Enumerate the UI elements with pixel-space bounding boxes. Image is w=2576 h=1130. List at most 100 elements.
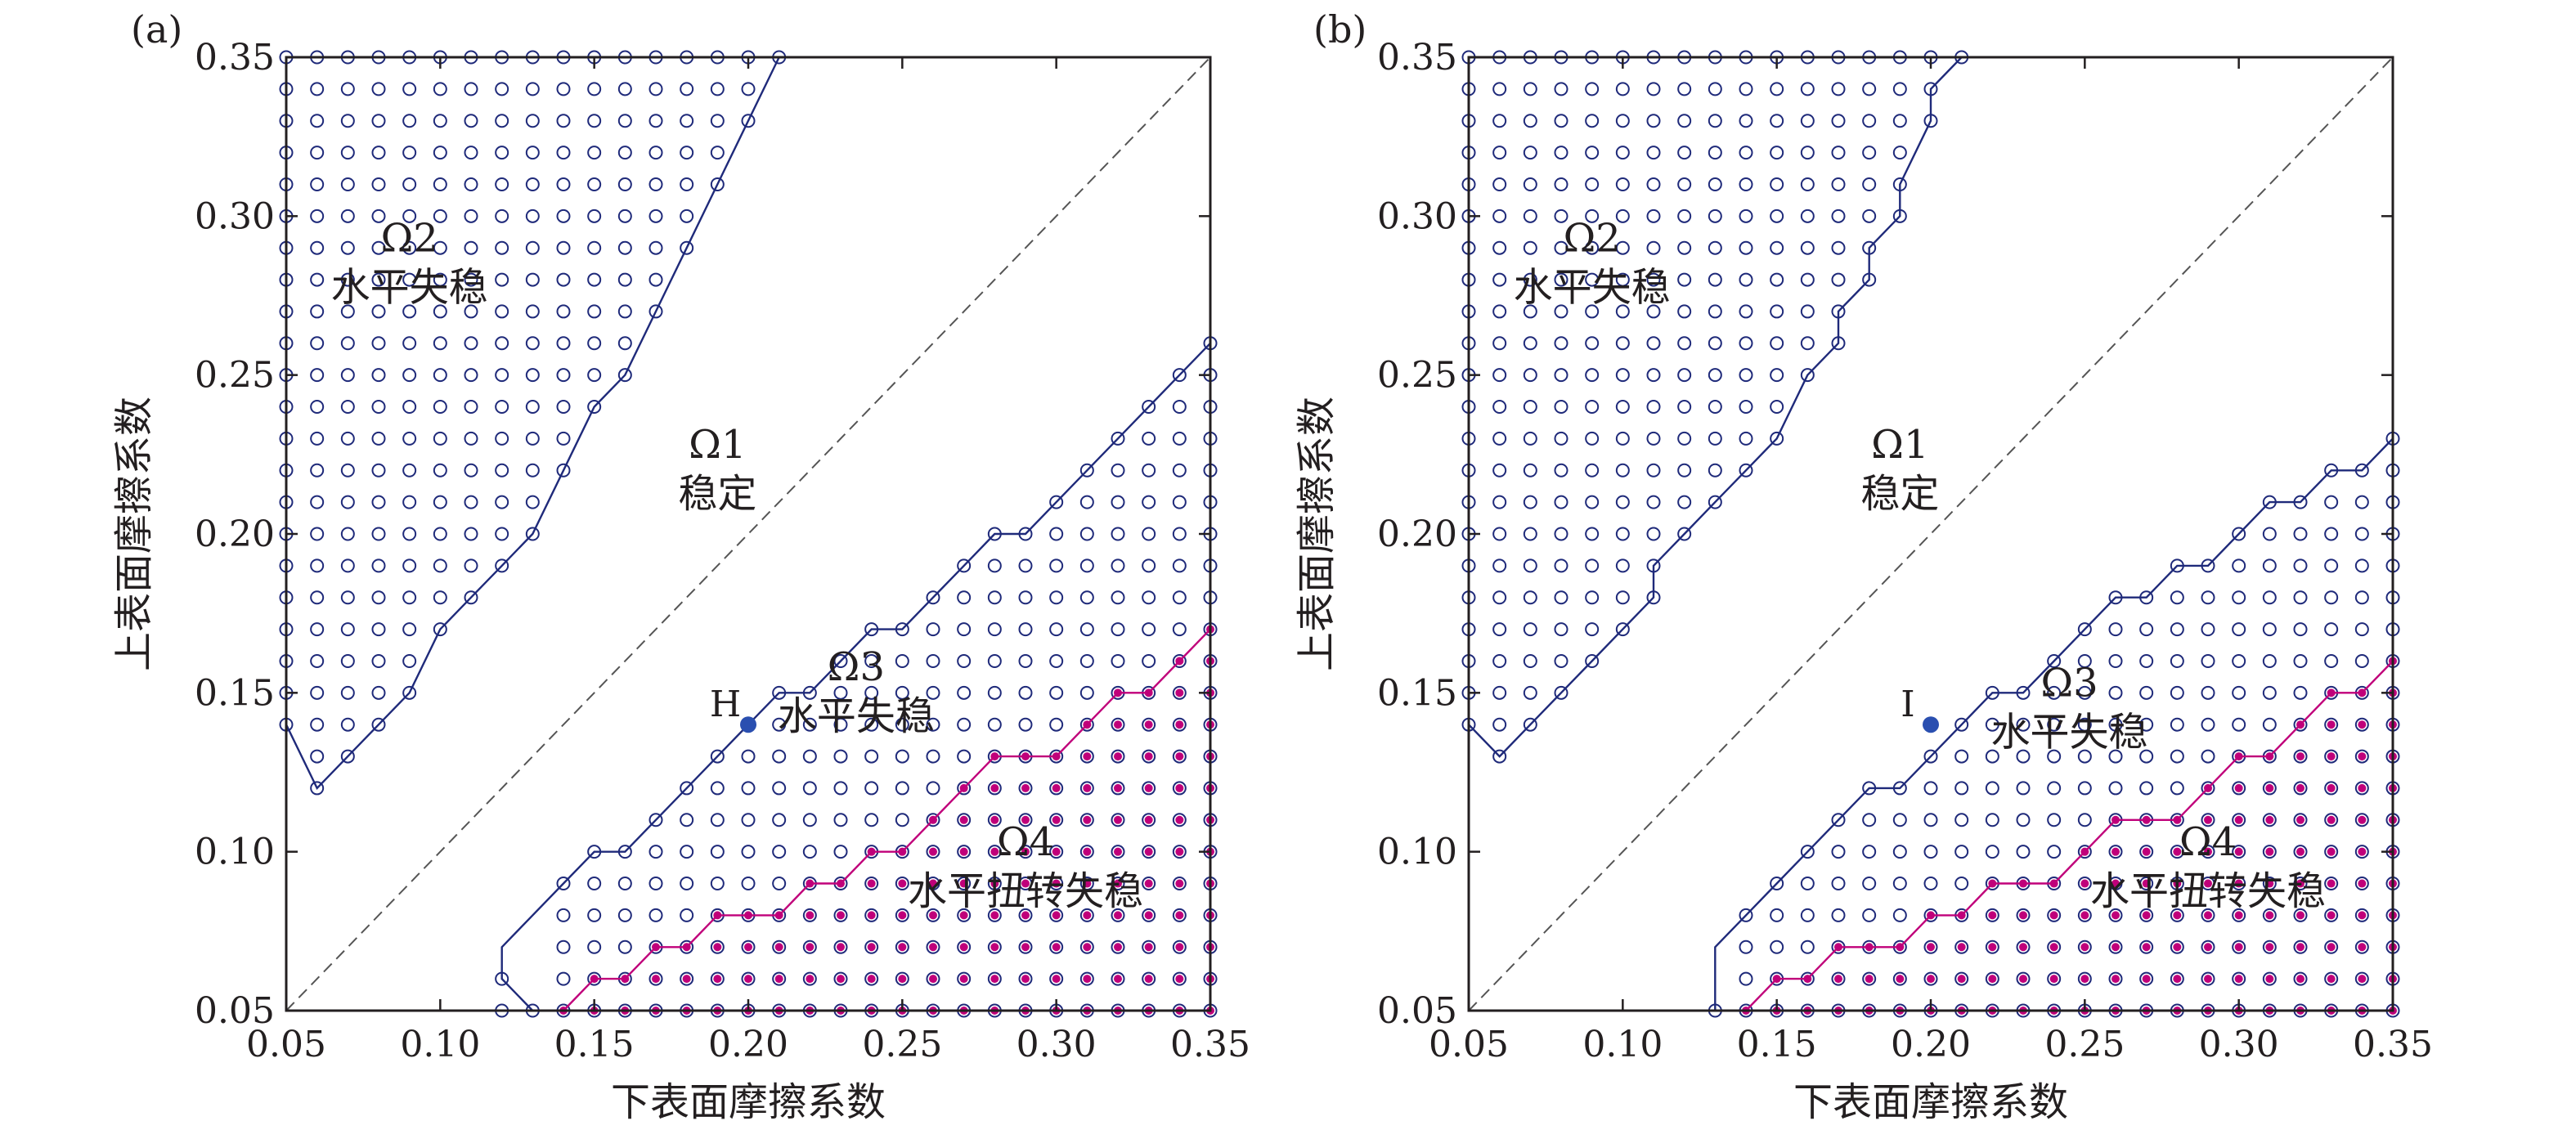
- grid-marker-open: [1079, 653, 1094, 668]
- grid-marker-fill: [1083, 752, 1092, 761]
- grid-marker-open: [1523, 114, 1537, 128]
- grid-marker-open: [340, 368, 355, 383]
- grid-marker-open: [1892, 845, 1907, 859]
- grid-marker-open: [1554, 336, 1568, 351]
- grid-marker-open: [1646, 304, 1661, 319]
- grid-marker-open: [1800, 304, 1815, 319]
- grid-marker-open: [525, 304, 540, 319]
- grid-marker-filled: [2047, 908, 2062, 922]
- grid-marker-filled: [1018, 845, 1033, 859]
- grid-marker-fill: [1144, 783, 1153, 792]
- region-id-label: Ω3: [828, 644, 885, 690]
- grid-marker-open: [1739, 82, 1753, 96]
- grid-marker-open: [1079, 685, 1094, 700]
- grid-marker-open: [371, 368, 386, 383]
- grid-marker-filled: [2016, 908, 2031, 922]
- grid-marker-open: [495, 240, 509, 255]
- grid-marker-open: [1554, 272, 1568, 287]
- grid-marker-open: [710, 177, 725, 191]
- grid-marker-filled: [1111, 781, 1125, 796]
- grid-marker-fill: [713, 943, 722, 952]
- grid-marker-open: [1615, 272, 1630, 287]
- grid-marker-open: [1523, 304, 1537, 319]
- grid-marker-open: [1523, 495, 1537, 509]
- grid-marker-open: [957, 749, 972, 764]
- grid-marker-open: [1708, 495, 1722, 509]
- grid-marker-open: [1985, 717, 1999, 732]
- grid-marker-fill: [1175, 720, 1184, 729]
- grid-marker-open: [371, 400, 386, 415]
- grid-marker-open: [1954, 717, 1969, 732]
- grid-marker-open: [1079, 527, 1094, 541]
- grid-marker-open: [1554, 590, 1568, 605]
- grid-marker-open: [2354, 590, 2369, 605]
- grid-marker-open: [957, 717, 972, 732]
- grid-marker-filled: [2201, 813, 2215, 827]
- grid-marker-filled: [895, 877, 909, 891]
- grid-marker-open: [371, 717, 386, 732]
- grid-marker-fill: [652, 975, 660, 984]
- grid-marker-open: [864, 813, 879, 827]
- grid-marker-fill: [1083, 783, 1092, 792]
- grid-marker-filled: [2232, 845, 2246, 859]
- grid-marker-fill: [959, 975, 968, 984]
- grid-marker-open: [2077, 622, 2092, 637]
- grid-marker-open: [741, 114, 756, 128]
- grid-marker-open: [1585, 336, 1600, 351]
- grid-marker-open: [1646, 272, 1661, 287]
- grid-marker-open: [617, 939, 632, 954]
- y-tick-label: 0.10: [1377, 832, 1457, 873]
- grid-marker-open: [1615, 431, 1630, 446]
- grid-marker-filled: [864, 971, 879, 986]
- grid-marker-open: [464, 272, 478, 287]
- grid-marker-open: [402, 209, 417, 223]
- grid-marker-open: [1523, 527, 1537, 541]
- grid-marker-open: [617, 114, 632, 128]
- grid-marker-open: [1049, 558, 1064, 573]
- grid-marker-open: [371, 558, 386, 573]
- grid-marker-fill: [1021, 911, 1030, 920]
- grid-marker-open: [556, 336, 571, 351]
- grid-marker-fill: [744, 975, 752, 984]
- grid-marker-filled: [1142, 971, 1156, 986]
- grid-marker-filled: [1142, 939, 1156, 954]
- grid-marker-filled: [2108, 877, 2123, 891]
- grid-marker-open: [1923, 781, 1938, 796]
- grid-marker-open: [1554, 304, 1568, 319]
- grid-marker-filled: [2293, 813, 2308, 827]
- grid-marker-open: [2324, 527, 2339, 541]
- grid-marker-filled: [1079, 749, 1094, 764]
- grid-marker-fill: [2296, 943, 2304, 952]
- grid-marker-open: [1646, 114, 1661, 128]
- grid-marker-open: [371, 114, 386, 128]
- grid-marker-open: [1585, 558, 1600, 573]
- grid-marker-fill: [774, 943, 783, 952]
- grid-marker-filled: [2201, 971, 2215, 986]
- grid-marker-open: [648, 146, 663, 160]
- grid-marker-open: [433, 495, 447, 509]
- grid-marker-filled: [2354, 781, 2369, 796]
- grid-marker-open: [556, 908, 571, 922]
- grid-marker-open: [495, 114, 509, 128]
- grid-marker-fill: [2080, 975, 2089, 984]
- grid-marker-open: [495, 82, 509, 96]
- grid-marker-fill: [1083, 911, 1092, 920]
- grid-marker-open: [648, 908, 663, 922]
- grid-marker-open: [1862, 908, 1877, 922]
- grid-marker-open: [2201, 653, 2215, 668]
- grid-marker-fill: [2049, 911, 2058, 920]
- grid-marker-open: [2170, 717, 2184, 732]
- grid-marker-filled: [957, 813, 972, 827]
- grid-marker-open: [310, 146, 325, 160]
- grid-marker-open: [402, 272, 417, 287]
- region-id-label: Ω4: [997, 819, 1054, 865]
- grid-marker-fill: [2358, 879, 2367, 888]
- grid-marker-open: [402, 653, 417, 668]
- x-tick-label: 0.25: [2044, 1024, 2125, 1065]
- marker-grid: [279, 50, 1218, 1018]
- grid-marker-open: [1831, 82, 1846, 96]
- grid-marker-open: [1646, 368, 1661, 383]
- grid-marker-open: [1831, 114, 1846, 128]
- grid-marker-open: [1739, 431, 1753, 446]
- grid-marker-open: [617, 368, 632, 383]
